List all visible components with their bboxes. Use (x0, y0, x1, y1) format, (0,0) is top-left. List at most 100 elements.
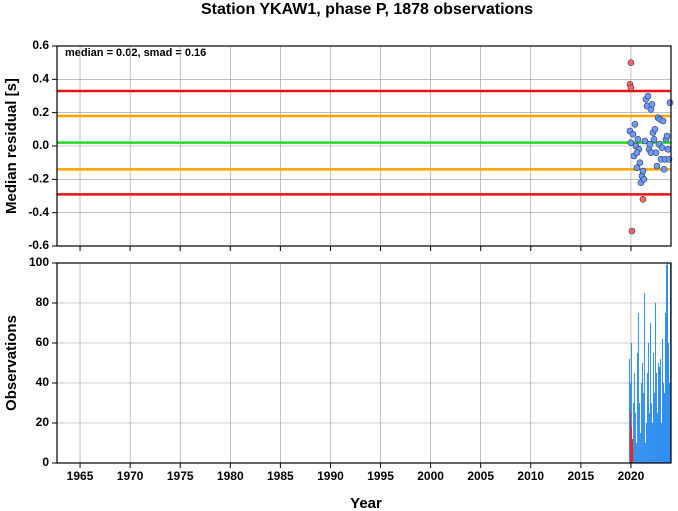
bar (664, 313, 666, 463)
point (660, 166, 668, 173)
bar (630, 427, 632, 463)
bar (643, 293, 645, 463)
x-tick-label: 1970 (117, 469, 144, 483)
bar (638, 403, 640, 463)
bar (656, 413, 658, 463)
bar (630, 343, 632, 463)
y-tick-label: 0.4 (32, 72, 49, 86)
bar (631, 439, 633, 463)
x-tick-label: 1965 (67, 469, 94, 483)
point (633, 164, 641, 171)
y-tick-label: 20 (36, 415, 50, 429)
bar (639, 433, 641, 463)
bar (645, 423, 647, 463)
bar (661, 339, 663, 463)
bar (635, 443, 637, 463)
y-tick-label: 60 (36, 335, 50, 349)
y-axis-label: Observations (3, 315, 20, 411)
x-tick-label: 1980 (217, 469, 244, 483)
bar (634, 413, 636, 463)
y-tick-label: 0 (42, 455, 49, 469)
y-tick-label: 100 (29, 255, 49, 269)
bar (651, 423, 653, 463)
x-tick-label: 2020 (618, 469, 645, 483)
bar (632, 403, 634, 463)
bar (657, 363, 659, 463)
y-tick-label: -0.6 (28, 238, 49, 252)
point (633, 149, 641, 156)
point (646, 141, 654, 148)
x-tick-label: 1985 (267, 469, 294, 483)
bar (662, 383, 664, 463)
bar (646, 373, 648, 463)
plot-frame (56, 45, 672, 247)
point (644, 92, 652, 100)
bar (640, 383, 642, 463)
bar (654, 303, 656, 463)
y-axis-label: Median residual [s] (3, 78, 20, 214)
x-axis-label: Year (350, 495, 382, 511)
point (651, 126, 659, 133)
bar (649, 323, 651, 463)
point (636, 159, 644, 166)
point (664, 146, 672, 153)
bar (637, 313, 639, 463)
x-tick-label: 2005 (467, 469, 494, 483)
bar (652, 353, 654, 463)
point (634, 136, 642, 143)
bar (660, 423, 662, 463)
point (659, 117, 667, 125)
y-tick-label: 80 (36, 295, 50, 309)
point (641, 137, 649, 145)
point (648, 101, 656, 108)
bar (665, 265, 667, 463)
bar (647, 343, 649, 463)
point (663, 132, 671, 140)
x-tick-label: 1975 (167, 469, 194, 483)
point (629, 131, 637, 138)
point (658, 144, 666, 151)
x-tick-label: 1995 (367, 469, 394, 483)
y-tick-label: 40 (36, 375, 50, 389)
bar (633, 373, 635, 463)
point (647, 149, 655, 156)
point (628, 227, 636, 235)
point (666, 99, 674, 106)
bar (668, 383, 670, 463)
point (650, 136, 658, 143)
bar (658, 367, 660, 463)
point (627, 139, 635, 146)
x-tick-label: 2010 (517, 469, 544, 483)
point (653, 162, 661, 170)
bar (636, 353, 638, 463)
bar (641, 363, 643, 463)
bar (653, 393, 655, 463)
bar (642, 393, 644, 463)
bar (663, 393, 665, 463)
bar (644, 443, 646, 463)
bar (648, 413, 650, 463)
bar (667, 343, 669, 463)
x-tick-label: 2000 (417, 469, 444, 483)
bar (655, 373, 657, 463)
y-tick-label: -0.2 (28, 172, 49, 186)
bar (666, 263, 668, 463)
bar (629, 411, 631, 463)
y-tick-label: 0.0 (32, 138, 49, 152)
y-tick-label: 0.6 (32, 38, 49, 52)
x-tick-label: 1990 (317, 469, 344, 483)
point (639, 167, 647, 175)
point (627, 84, 635, 91)
y-tick-label: 0.2 (32, 105, 49, 119)
y-tick-label: -0.4 (28, 205, 49, 219)
point (639, 196, 647, 203)
chart-title: Station YKAW1, phase P, 1878 observation… (201, 1, 533, 18)
x-tick-label: 2015 (568, 469, 595, 483)
plot-frame (56, 262, 672, 464)
point (640, 176, 648, 183)
point (631, 121, 639, 128)
bar (628, 359, 630, 463)
bar (650, 403, 652, 463)
point (627, 59, 635, 66)
